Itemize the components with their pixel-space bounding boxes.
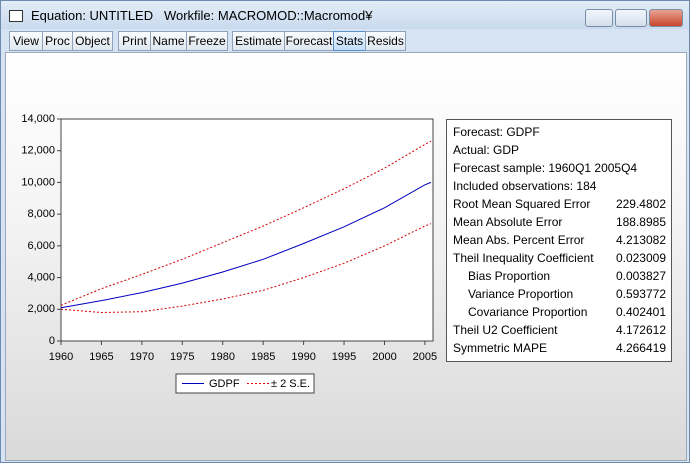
stats-value: 4.213082 bbox=[615, 233, 666, 247]
stats-label: Covariance Proportion bbox=[468, 305, 588, 319]
stats-row: Root Mean Squared Error 229.4802 bbox=[447, 197, 673, 215]
toolbar-button[interactable]: Estimate bbox=[232, 31, 285, 51]
stats-label: Forecast: GDPF bbox=[453, 125, 540, 139]
x-tick-label: 1995 bbox=[332, 351, 356, 363]
series-line bbox=[60, 181, 432, 309]
stats-label: Mean Absolute Error bbox=[453, 215, 563, 229]
x-tick-label: 2005 bbox=[413, 351, 437, 363]
toolbar-button[interactable]: Proc bbox=[42, 31, 73, 51]
title-bar: Equation: UNTITLED Workfile: MACROMOD::M… bbox=[1, 1, 689, 29]
stats-label: Variance Proportion bbox=[468, 287, 574, 301]
series-line bbox=[60, 140, 432, 306]
stats-label: Included observations: 184 bbox=[453, 179, 597, 193]
toolbar-button[interactable]: Freeze bbox=[186, 31, 228, 51]
x-tick-label: 1965 bbox=[89, 351, 113, 363]
legend-label: GDPF bbox=[209, 378, 240, 390]
stats-label: Mean Abs. Percent Error bbox=[453, 233, 585, 247]
stats-value: 0.023009 bbox=[615, 251, 666, 265]
stats-row: Symmetric MAPE 4.266419 bbox=[447, 341, 673, 359]
stats-value: 188.8985 bbox=[615, 215, 666, 229]
x-tick-label: 1960 bbox=[49, 351, 73, 363]
maximize-button[interactable] bbox=[615, 9, 647, 27]
y-tick-label: 8,000 bbox=[27, 208, 55, 220]
stats-value: 0.402401 bbox=[615, 305, 666, 319]
x-tick-label: 1985 bbox=[251, 351, 275, 363]
window-icon[interactable] bbox=[9, 10, 23, 22]
x-tick-label: 1975 bbox=[170, 351, 194, 363]
stats-label: Theil U2 Coefficient bbox=[453, 323, 558, 337]
toolbar-button[interactable]: Name bbox=[150, 31, 187, 51]
x-tick-label: 1990 bbox=[291, 351, 315, 363]
series-line bbox=[60, 223, 432, 314]
stats-row: Covariance Proportion 0.402401 bbox=[447, 305, 673, 323]
stats-value: 0.593772 bbox=[615, 287, 666, 301]
minimize-button[interactable] bbox=[585, 9, 613, 27]
x-tick-label: 1980 bbox=[210, 351, 234, 363]
chart: 0 2,000 4,000 6,000 8,000 10,000 12,000 14,000 1… bbox=[21, 113, 437, 394]
stats-label: Theil Inequality Coefficient bbox=[453, 251, 594, 265]
y-tick-label: 10,000 bbox=[21, 176, 55, 188]
x-tick-label: 1970 bbox=[130, 351, 154, 363]
stats-row: Variance Proportion 0.593772 bbox=[447, 287, 673, 305]
y-tick-label: 6,000 bbox=[27, 240, 55, 252]
stats-value: 0.003827 bbox=[615, 269, 666, 283]
stats-row: Mean Abs. Percent Error 4.213082 bbox=[447, 233, 673, 251]
y-tick-label: 14,000 bbox=[21, 113, 55, 125]
stats-label: Actual: GDP bbox=[453, 143, 520, 157]
stats-label: Forecast sample: 1960Q1 2005Q4 bbox=[453, 161, 638, 175]
stats-row: Bias Proportion 0.003827 bbox=[447, 269, 673, 287]
toolbar-button[interactable]: Object bbox=[72, 31, 113, 51]
stats-table: Forecast: GDPF Actual: GDP Forecast sample… bbox=[446, 119, 672, 362]
stats-label: Symmetric MAPE bbox=[453, 341, 548, 355]
window-title: Equation: UNTITLED Workfile: MACROMOD::M… bbox=[31, 8, 373, 23]
stats-row: Mean Absolute Error 188.8985 bbox=[447, 215, 673, 233]
stats-row: Forecast sample: 1960Q1 2005Q4 bbox=[447, 161, 673, 179]
stats-value: 4.266419 bbox=[615, 341, 666, 355]
stats-value: 229.4802 bbox=[615, 197, 666, 211]
stats-row: Theil Inequality Coefficient 0.023009 bbox=[447, 251, 673, 269]
toolbar-button[interactable]: View bbox=[9, 31, 43, 51]
stats-row: Included observations: 184 bbox=[447, 179, 673, 197]
plot-area bbox=[60, 118, 434, 342]
stats-row: Actual: GDP bbox=[447, 143, 673, 161]
stats-label: Bias Proportion bbox=[468, 269, 551, 283]
y-tick-label: 0 bbox=[49, 335, 55, 347]
toolbar-button[interactable]: Resids bbox=[365, 31, 406, 51]
legend bbox=[175, 373, 315, 394]
legend-label: ± 2 S.E. bbox=[271, 378, 310, 390]
stats-row: Forecast: GDPF bbox=[447, 125, 673, 143]
close-button[interactable] bbox=[649, 9, 683, 27]
y-tick-label: 12,000 bbox=[21, 145, 55, 157]
stats-value: 4.172612 bbox=[615, 323, 666, 337]
x-tick-label: 2000 bbox=[372, 351, 396, 363]
y-tick-label: 2,000 bbox=[27, 303, 55, 315]
stats-row: Theil U2 Coefficient 4.172612 bbox=[447, 323, 673, 341]
toolbar-button[interactable]: Forecast bbox=[284, 31, 334, 51]
y-tick-label: 4,000 bbox=[27, 271, 55, 283]
stats-label: Root Mean Squared Error bbox=[453, 197, 591, 211]
